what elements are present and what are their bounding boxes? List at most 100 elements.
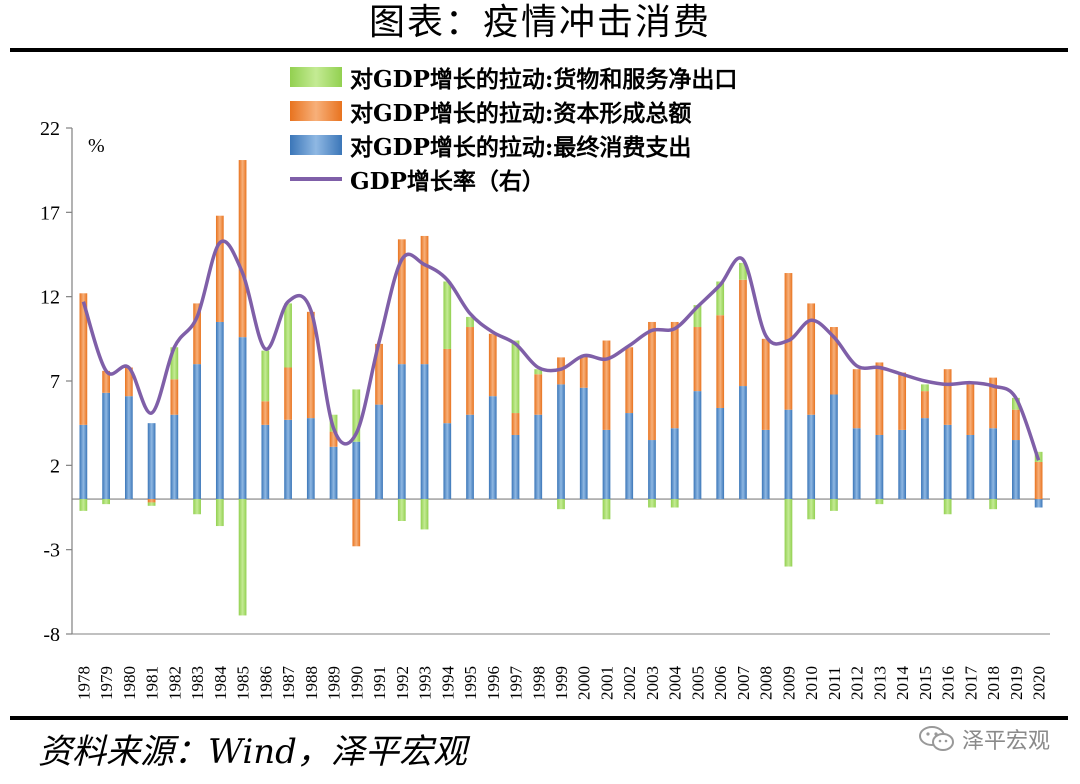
consumption-bar [648,440,656,500]
capital-formation-bar [375,343,383,405]
gdp-growth-line [81,239,1041,461]
net-export-bar [921,384,929,392]
net-export-bar [534,369,543,375]
y-tick-label: 12 [40,287,60,309]
consumption-bar [375,404,383,500]
bottom-divider [10,716,1068,720]
capital-formation-bar [761,338,770,430]
net-export-bar [648,499,656,508]
capital-formation-bar [693,327,702,392]
net-export-bar [875,499,884,505]
consumption-bar [102,392,110,500]
consumption-bar [761,429,770,500]
x-tick-label: 1987 [279,666,298,701]
net-export-bar [352,389,361,442]
consumption-bar [830,394,838,500]
net-export-bar [79,499,88,511]
capital-formation-bar [466,327,474,415]
net-export-bar [716,281,725,316]
x-tick-label: 1990 [347,666,366,700]
capital-formation-bar [170,379,179,415]
consumption-bar [921,418,929,500]
consumption-bar [739,386,747,500]
net-export-bar [147,502,156,506]
net-export-bar [193,499,201,515]
line-layer [81,239,1041,461]
net-export-bar [466,316,474,328]
x-tick-label: 1992 [393,666,412,700]
consumption-bar [443,423,452,500]
x-tick-label: 2012 [848,666,867,700]
capital-formation-bar [966,384,975,435]
consumption-bar [693,391,702,500]
capital-formation-bar [943,369,952,425]
x-tick-label: 1982 [165,666,184,700]
capital-formation-bar [261,401,270,425]
capital-formation-bar [670,321,679,429]
y-tick-label: -8 [43,624,60,646]
consumption-bar [193,364,201,500]
x-tick-label: 2019 [1007,666,1026,700]
x-tick-label: 2001 [597,666,616,700]
consumption-bar [784,409,793,500]
consumption-bar [215,321,224,500]
consumption-bar [989,428,998,500]
capital-formation-bar [147,499,156,503]
consumption-bar [534,414,543,500]
net-export-bar [739,262,747,280]
consumption-bar [716,407,725,500]
x-tick-label: 2011 [825,667,844,700]
x-tick-label: 1996 [484,666,503,700]
capital-formation-bar [511,413,520,435]
capital-formation-bar [852,369,861,429]
x-tick-label: 2006 [711,666,730,700]
capital-formation-bar [215,215,224,322]
x-tick-label: 1998 [529,666,548,700]
consumption-bar [397,364,406,500]
capital-formation-bar [579,355,588,388]
consumption-bar [306,418,315,500]
unit-label: % [88,135,105,157]
capital-formation-bar [306,311,315,419]
net-export-bar [784,499,793,567]
x-tick-label: 2014 [893,666,912,701]
x-tick-label: 2005 [688,666,707,700]
legend-item: GDP增长率（右） [290,162,890,196]
capital-formation-bar [602,340,611,430]
x-tick-label: 1983 [188,666,207,700]
consumption-bar [329,446,338,500]
capital-formation-bar [102,370,110,393]
capital-formation-bar [79,293,88,425]
watermark-text: 泽平宏观 [961,729,1050,754]
net-export-bar [693,305,702,328]
consumption-bar [579,387,588,500]
capital-formation-bar [716,315,725,408]
x-tick-label: 2007 [734,666,753,701]
x-tick-label: 1994 [438,666,457,701]
x-tick-label: 2020 [1030,666,1049,700]
x-tick-label: 2018 [984,666,1003,700]
chart-title: 图表：疫情冲击消费 [368,2,711,43]
legend-label: GDP增长率（右） [350,168,545,195]
capital-formation-bar [807,303,816,415]
x-tick-label: 1978 [74,666,93,700]
consumption-bar [511,434,520,500]
x-tick-label: 2016 [939,666,958,700]
consumption-bar [898,429,907,500]
net-export-bar [670,499,679,508]
capital-formation-bar [921,391,929,419]
bar-layer [79,160,1043,616]
x-tick-label: 2009 [779,666,798,700]
x-tick-label: 2004 [666,666,685,701]
x-tick-label: 2000 [575,666,594,700]
x-tick-label: 1988 [302,666,321,700]
x-tick-label: 1985 [234,666,253,700]
consumption-bar [124,396,133,500]
y-tick-label: 17 [40,202,60,224]
x-tick-label: 1995 [461,666,480,700]
net-export-bar [943,499,952,515]
net-export-bar [830,499,838,511]
x-tick-label: 2015 [916,666,935,700]
capital-formation-bar [397,239,406,365]
